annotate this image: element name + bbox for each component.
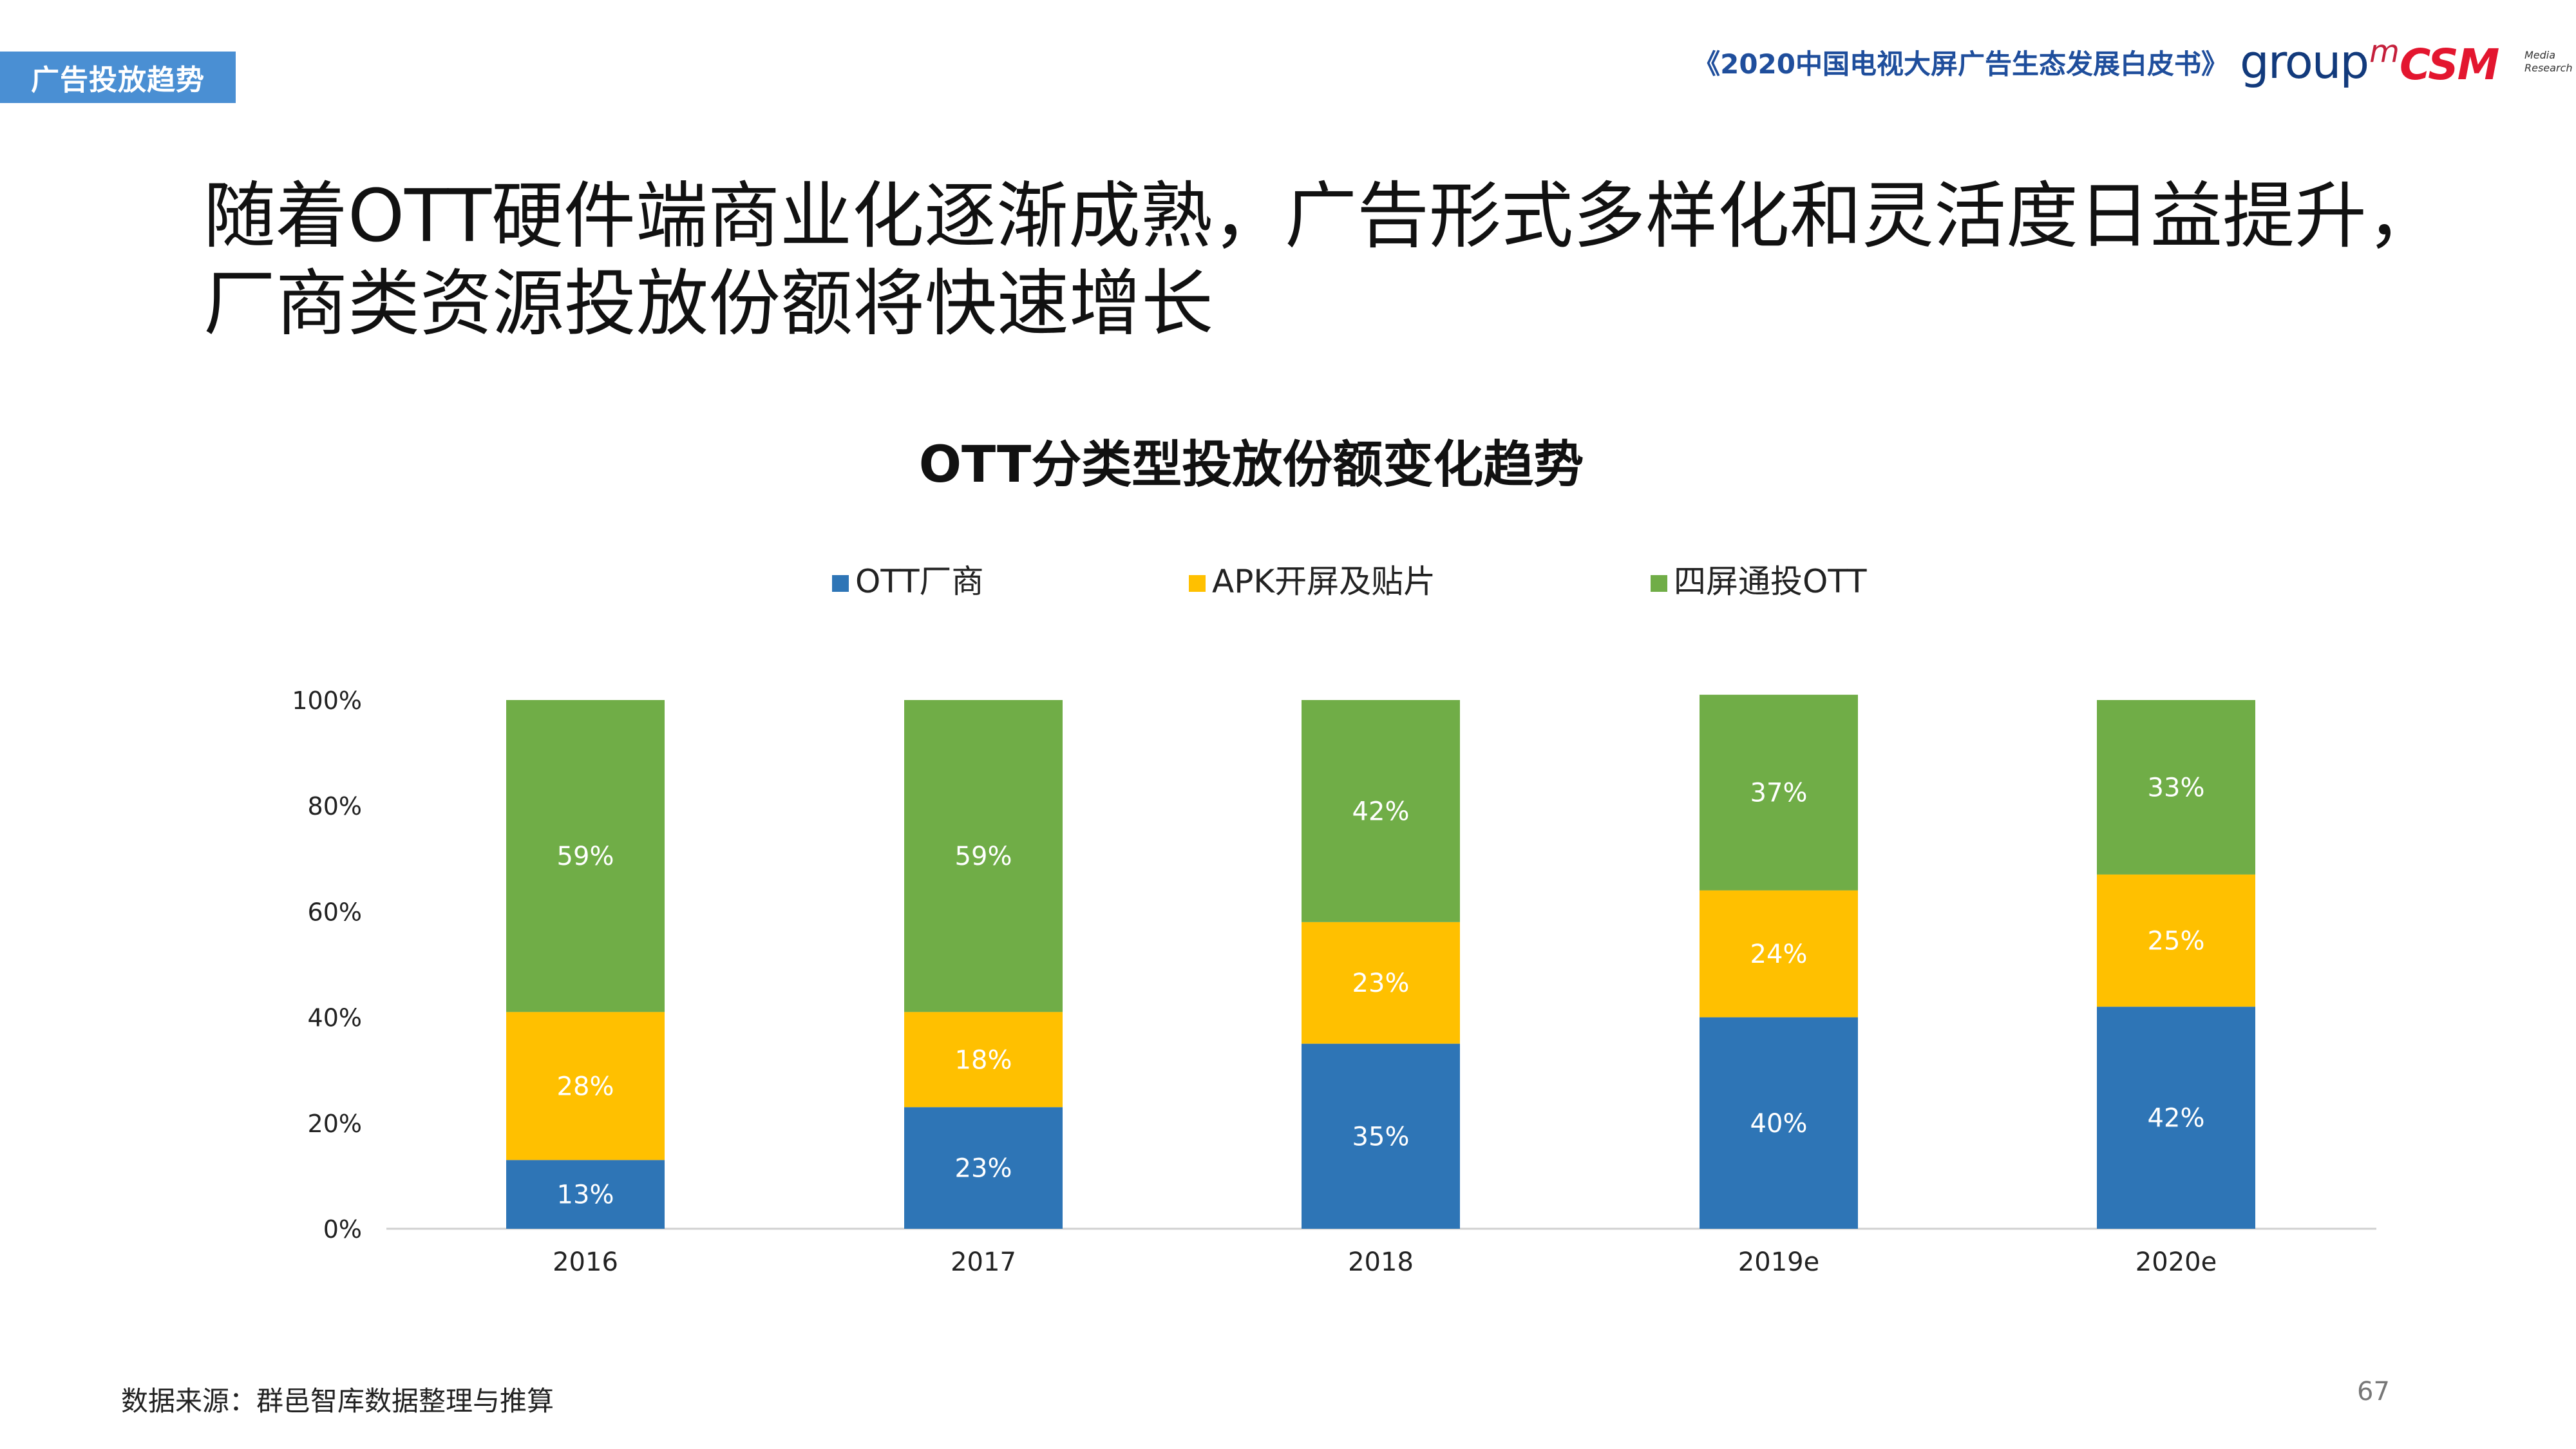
data-label: 59% — [557, 842, 614, 871]
bar-segment — [904, 1107, 1063, 1229]
legend-swatch — [1189, 575, 1206, 592]
groupm-logo: groupm — [2240, 33, 2400, 89]
bar-segment — [1302, 922, 1460, 1044]
bar-segment — [1302, 1043, 1460, 1229]
y-tick-label: 60% — [308, 898, 362, 926]
section-tag: 广告投放趋势 — [0, 52, 236, 103]
legend-label: APK开屏及贴片 — [1212, 563, 1435, 600]
data-label: 25% — [2148, 927, 2205, 956]
x-tick-label: 2019e — [1738, 1247, 1819, 1277]
bar-segment — [904, 1012, 1063, 1108]
data-label: 23% — [955, 1154, 1012, 1184]
bar-segment — [2097, 874, 2255, 1007]
bar-segment — [2097, 700, 2255, 875]
legend-label: 四屏通投OTT — [1674, 563, 1867, 600]
bar-segment — [1700, 890, 1858, 1018]
page-headline: 随着OTT硬件端商业化逐渐成熟，广告形式多样化和灵活度日益提升，厂商类资源投放份… — [204, 175, 2439, 346]
data-label: 23% — [1352, 969, 1410, 998]
bar-segment — [1302, 700, 1460, 922]
y-tick-label: 20% — [308, 1110, 362, 1138]
chart-title: OTT分类型投放份额变化趋势 — [919, 436, 1584, 494]
data-label: 33% — [2148, 773, 2205, 802]
x-tick-label: 2020e — [2136, 1247, 2217, 1277]
data-label: 42% — [1352, 797, 1410, 826]
data-label: 18% — [955, 1045, 1012, 1075]
data-source-note: 数据来源：群邑智库数据整理与推算 — [121, 1385, 554, 1417]
csm-logo-subtitle: Media Research — [2524, 49, 2573, 74]
groupm-logo-sup: m — [2369, 33, 2400, 70]
page-number: 67 — [2357, 1377, 2390, 1406]
groupm-logo-text: group — [2240, 35, 2369, 89]
data-label: 40% — [1750, 1109, 1808, 1139]
data-label: 59% — [955, 842, 1012, 871]
legend-swatch — [832, 575, 849, 592]
legend-label: OTT厂商 — [855, 563, 984, 600]
bar-segment — [506, 700, 665, 1012]
data-label: 35% — [1352, 1122, 1410, 1151]
data-label: 13% — [557, 1180, 614, 1210]
csm-logo: CSM — [2400, 40, 2499, 90]
y-tick-label: 40% — [308, 1004, 362, 1032]
x-tick-label: 2016 — [553, 1247, 618, 1277]
y-tick-label: 0% — [323, 1215, 362, 1244]
bar-segment — [1700, 1017, 1858, 1229]
bar-segment — [506, 1012, 665, 1160]
data-label: 42% — [2148, 1104, 2205, 1133]
bar-segment — [506, 1160, 665, 1229]
x-tick-label: 2017 — [951, 1247, 1016, 1277]
x-tick-label: 2018 — [1348, 1247, 1414, 1277]
data-label: 28% — [557, 1072, 614, 1101]
bar-segment — [1700, 694, 1858, 891]
data-label: 24% — [1750, 940, 1808, 969]
data-label: 37% — [1750, 779, 1808, 808]
bar-segment — [904, 700, 1063, 1012]
bar-segment — [2097, 1007, 2255, 1229]
y-tick-label: 100% — [292, 687, 362, 715]
y-tick-label: 80% — [308, 792, 362, 820]
legend-swatch — [1651, 575, 1667, 592]
report-title: 《2020中国电视大屏广告生态发展白皮书》 — [1693, 48, 2228, 80]
